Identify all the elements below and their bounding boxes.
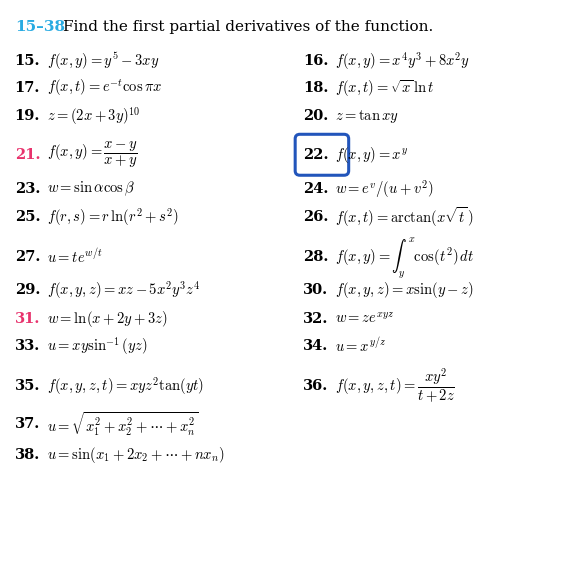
Text: 33.: 33. (15, 339, 40, 353)
Text: $u = x^{y/z}$: $u = x^{y/z}$ (335, 337, 386, 355)
Text: 15–38: 15–38 (15, 20, 65, 34)
Text: $w = \ln(x + 2y + 3z)$: $w = \ln(x + 2y + 3z)$ (47, 308, 168, 329)
Text: $f(x, y, z) = xz - 5x^2y^3z^4$: $f(x, y, z) = xz - 5x^2y^3z^4$ (47, 279, 201, 301)
Text: 31.: 31. (15, 312, 40, 325)
Text: 20.: 20. (303, 109, 328, 123)
Text: $f(x, y, z, t) = xyz^2\tan(yt)$: $f(x, y, z, t) = xyz^2\tan(yt)$ (47, 375, 204, 397)
Text: 23.: 23. (15, 182, 40, 196)
Text: 28.: 28. (303, 250, 328, 264)
Text: 30.: 30. (303, 283, 328, 297)
Text: $w = ze^{xyz}$: $w = ze^{xyz}$ (335, 311, 394, 326)
Text: $f(x, y) = y^5 - 3xy$: $f(x, y) = y^5 - 3xy$ (47, 50, 159, 72)
Text: $u = xy\sin^{-1}(yz)$: $u = xy\sin^{-1}(yz)$ (47, 335, 148, 357)
Text: $f(x, y) = \int_y^x \cos(t^2)\,dt$: $f(x, y) = \int_y^x \cos(t^2)\,dt$ (335, 234, 475, 280)
Text: $f(x, t) = e^{-t}\cos \pi x$: $f(x, t) = e^{-t}\cos \pi x$ (47, 78, 162, 98)
Text: 29.: 29. (15, 283, 40, 297)
Text: $f(x, y) = \dfrac{x - y}{x + y}$: $f(x, y) = \dfrac{x - y}{x + y}$ (47, 139, 138, 170)
Text: 21.: 21. (15, 148, 40, 162)
Text: 24.: 24. (303, 182, 328, 196)
Text: $w = \sin \alpha \cos \beta$: $w = \sin \alpha \cos \beta$ (47, 180, 135, 198)
Text: $u = \sqrt{x_1^2 + x_2^2 + {\cdots} + x_n^2}$: $u = \sqrt{x_1^2 + x_2^2 + {\cdots} + x_… (47, 410, 198, 438)
Text: 34.: 34. (303, 339, 328, 353)
Text: 35.: 35. (15, 379, 40, 393)
Text: 26.: 26. (303, 211, 328, 224)
Text: $f(x, y) = x^4y^3 + 8x^2y$: $f(x, y) = x^4y^3 + 8x^2y$ (335, 50, 470, 72)
Text: 37.: 37. (15, 417, 40, 431)
Text: 15.: 15. (15, 54, 40, 68)
Text: 38.: 38. (15, 448, 40, 462)
Text: 32.: 32. (303, 312, 328, 325)
Text: 18.: 18. (303, 81, 328, 95)
Text: Find the first partial derivatives of the function.: Find the first partial derivatives of th… (63, 20, 433, 34)
Text: $f(x, t) = \sqrt{x}\,\ln t$: $f(x, t) = \sqrt{x}\,\ln t$ (335, 78, 435, 98)
Text: $f(x, t) = \arctan(x\sqrt{t}\,)$: $f(x, t) = \arctan(x\sqrt{t}\,)$ (335, 205, 474, 229)
Text: $w = e^v/(u + v^2)$: $w = e^v/(u + v^2)$ (335, 178, 434, 200)
Text: $f(r, s) = r\,\ln(r^2 + s^2)$: $f(r, s) = r\,\ln(r^2 + s^2)$ (47, 207, 179, 228)
Text: 25.: 25. (15, 211, 40, 224)
Text: $f(x, y, z, t) = \dfrac{xy^2}{t + 2z}$: $f(x, y, z, t) = \dfrac{xy^2}{t + 2z}$ (335, 367, 455, 405)
Text: $u = \sin(x_1 + 2x_2 + {\cdots} + nx_n)$: $u = \sin(x_1 + 2x_2 + {\cdots} + nx_n)$ (47, 445, 225, 465)
Text: 27.: 27. (15, 250, 40, 264)
Text: $f(x, y, z) = x\sin(y - z)$: $f(x, y, z) = x\sin(y - z)$ (335, 280, 474, 300)
Text: $u = te^{w/t}$: $u = te^{w/t}$ (47, 248, 103, 266)
Text: $z = \tan xy$: $z = \tan xy$ (335, 108, 399, 125)
Text: $z = (2x + 3y)^{10}$: $z = (2x + 3y)^{10}$ (47, 105, 141, 127)
Text: 17.: 17. (15, 81, 40, 95)
Text: 16.: 16. (303, 54, 328, 68)
Text: 19.: 19. (15, 109, 40, 123)
Text: $f(x, y) = x^y$: $f(x, y) = x^y$ (335, 145, 409, 165)
Text: 22.: 22. (303, 148, 328, 162)
Text: 36.: 36. (303, 379, 328, 393)
